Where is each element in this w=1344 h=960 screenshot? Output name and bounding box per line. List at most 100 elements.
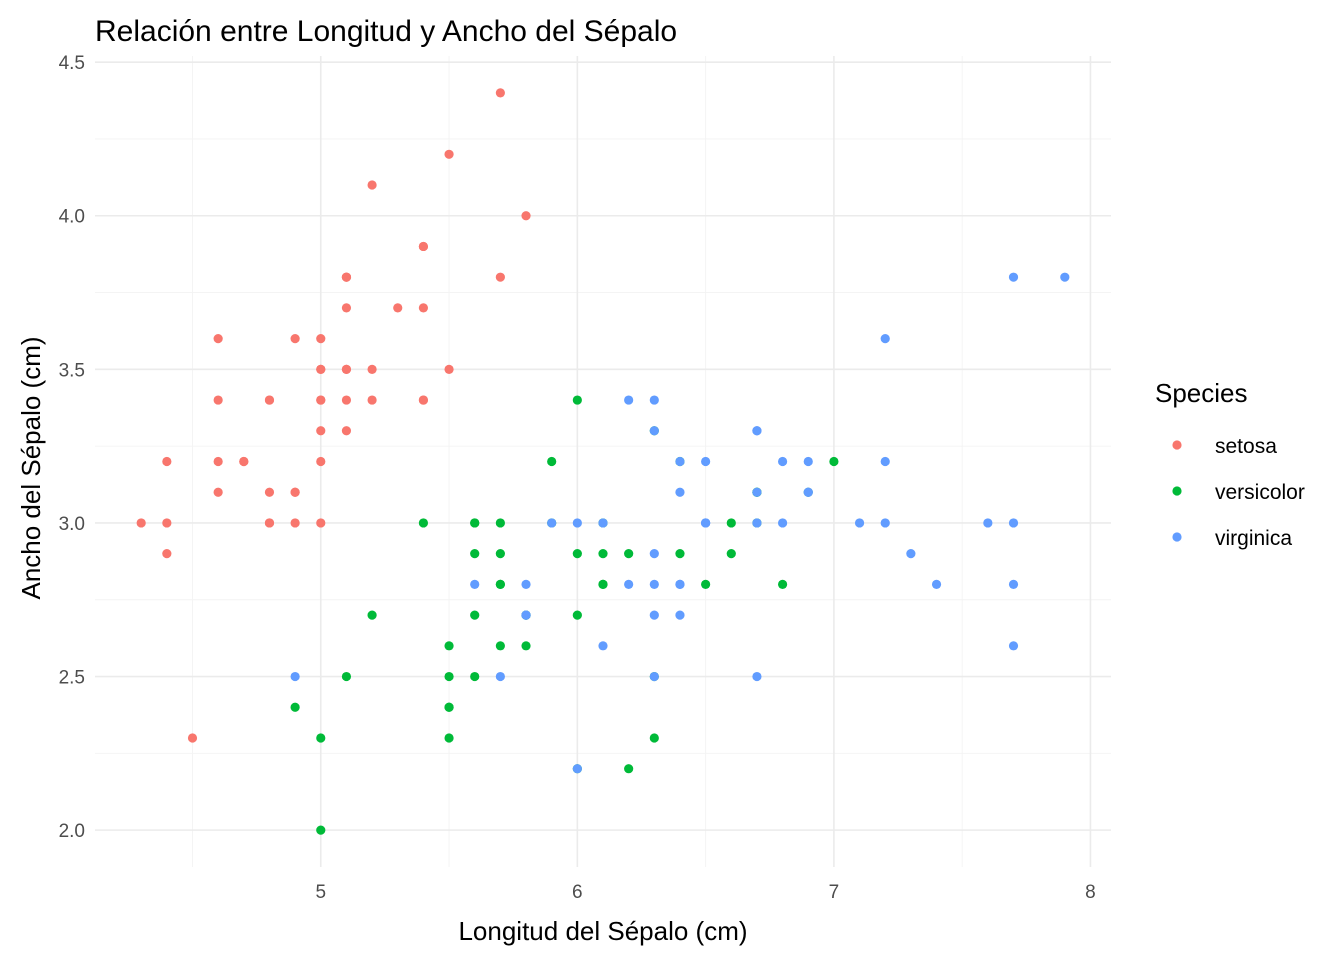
data-point-setosa [162, 549, 172, 559]
data-point-versicolor [470, 549, 480, 559]
data-point-setosa [316, 426, 326, 436]
legend-title: Species [1155, 378, 1248, 408]
data-point-virginica [547, 518, 557, 528]
data-point-setosa [316, 395, 326, 405]
data-point-virginica [777, 518, 788, 528]
data-point-setosa [162, 518, 172, 528]
data-point-virginica [675, 487, 685, 497]
legend-label-virginica: virginica [1215, 527, 1292, 550]
data-point-virginica [931, 579, 942, 589]
y-axis-title: Ancho del Sépalo (cm) [16, 336, 46, 599]
legend-key-versicolor [1172, 486, 1182, 496]
data-point-virginica [649, 579, 659, 589]
data-point-versicolor [572, 549, 582, 559]
data-point-virginica [701, 518, 711, 528]
data-point-versicolor [495, 579, 505, 589]
data-point-virginica [675, 610, 685, 620]
data-point-versicolor [701, 579, 711, 589]
data-point-virginica [521, 610, 531, 620]
data-point-virginica [649, 395, 659, 405]
x-tick-label: 8 [1085, 882, 1096, 903]
data-point-setosa [367, 180, 377, 190]
data-point-virginica [752, 487, 762, 497]
y-tick-label: 2.0 [59, 821, 85, 842]
data-point-setosa [495, 88, 505, 98]
data-point-versicolor [470, 518, 480, 528]
data-point-virginica [572, 518, 582, 528]
data-point-virginica [675, 579, 685, 589]
data-point-versicolor [316, 825, 326, 835]
data-point-setosa [341, 272, 352, 282]
data-point-setosa [316, 456, 326, 467]
chart-title: Relación entre Longitud y Ancho del Sépa… [95, 15, 677, 48]
data-point-versicolor [675, 549, 685, 559]
data-point-virginica [880, 518, 890, 528]
data-point-virginica [495, 671, 505, 682]
data-point-virginica [1060, 272, 1070, 282]
data-point-virginica [624, 395, 634, 405]
data-point-setosa [495, 272, 505, 282]
data-point-versicolor [726, 518, 736, 528]
data-point-versicolor [367, 610, 377, 620]
data-point-virginica [521, 579, 531, 589]
data-point-virginica [1008, 518, 1019, 528]
legend-key-setosa [1172, 440, 1182, 450]
data-point-virginica [290, 671, 300, 682]
data-point-setosa [367, 364, 377, 374]
data-point-virginica [1008, 641, 1019, 651]
data-point-versicolor [444, 671, 454, 682]
legend-label-setosa: setosa [1215, 435, 1277, 458]
data-point-setosa [316, 364, 326, 374]
data-point-setosa [316, 334, 326, 344]
data-point-setosa [162, 456, 172, 467]
data-point-virginica [598, 641, 608, 651]
data-point-setosa [187, 733, 198, 743]
data-point-versicolor [495, 549, 505, 559]
data-point-setosa [367, 395, 377, 405]
data-point-virginica [649, 426, 659, 436]
y-tick-label: 4.0 [59, 207, 85, 228]
data-point-versicolor [316, 733, 326, 743]
data-point-virginica [649, 549, 659, 559]
data-point-virginica [752, 426, 762, 436]
y-tick-label: 4.5 [59, 53, 85, 74]
data-point-versicolor [418, 518, 429, 528]
y-tick-label: 3.5 [59, 360, 85, 381]
data-point-versicolor [777, 579, 788, 589]
data-point-setosa [418, 303, 429, 313]
data-point-setosa [264, 487, 275, 497]
data-point-virginica [854, 518, 865, 528]
data-point-virginica [624, 579, 634, 589]
data-point-setosa [316, 518, 326, 528]
data-point-setosa [341, 364, 352, 374]
data-points [136, 88, 1070, 835]
data-point-setosa [393, 303, 403, 313]
legend-label-versicolor: versicolor [1215, 481, 1305, 504]
x-axis-title: Longitud del Sépalo (cm) [458, 916, 747, 946]
x-tick-label: 5 [315, 882, 326, 903]
data-point-versicolor [444, 641, 454, 651]
x-axis-ticks: 5 6 7 8 [315, 882, 1095, 903]
data-point-versicolor [624, 764, 634, 774]
data-point-virginica [701, 456, 711, 467]
data-point-setosa [444, 149, 454, 159]
data-point-versicolor [547, 456, 557, 467]
legend-items: setosa versicolor virginica [1172, 435, 1305, 550]
data-point-versicolor [444, 733, 454, 743]
data-point-versicolor [495, 518, 505, 528]
data-point-virginica [880, 334, 890, 344]
data-point-setosa [239, 456, 249, 467]
data-point-setosa [290, 487, 300, 497]
data-point-setosa [341, 303, 352, 313]
data-point-setosa [418, 241, 429, 252]
data-point-versicolor [521, 641, 531, 651]
data-point-virginica [598, 518, 608, 528]
x-tick-label: 7 [829, 882, 840, 903]
data-point-setosa [290, 334, 300, 344]
data-point-versicolor [341, 671, 352, 682]
data-point-versicolor [290, 702, 300, 712]
data-point-virginica [675, 456, 685, 467]
y-tick-label: 2.5 [59, 668, 85, 689]
data-point-virginica [906, 549, 916, 559]
